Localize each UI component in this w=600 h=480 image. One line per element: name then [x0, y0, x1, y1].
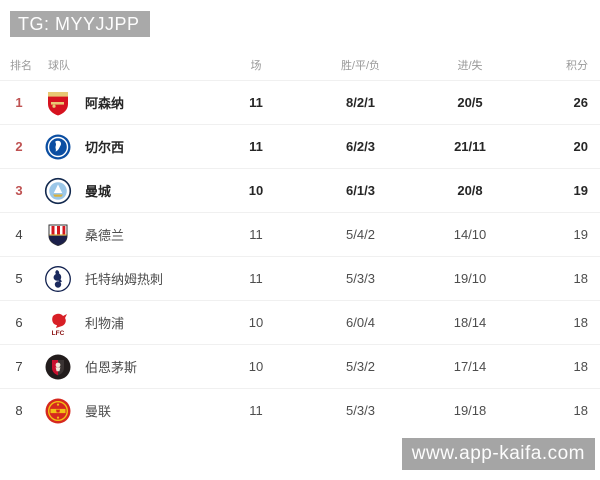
- header-points: 积分: [566, 60, 588, 72]
- table-row[interactable]: 2 切尔西 11 6/2/3 21/11 20: [0, 124, 600, 168]
- site-watermark-badge: www.app-kaifa.com: [401, 438, 595, 470]
- team-name: 曼联: [85, 404, 112, 419]
- header-rank: 排名: [10, 60, 32, 72]
- rank-value: 2: [15, 139, 23, 154]
- points-value: 18: [573, 403, 588, 418]
- man-city-crest: [44, 177, 72, 204]
- points-value: 18: [573, 271, 588, 286]
- points-value: 26: [573, 95, 588, 110]
- liverpool-crest: LFC: [52, 313, 67, 337]
- points-value: 20: [573, 139, 588, 154]
- played-value: 10: [248, 359, 264, 374]
- rank-value: 8: [15, 403, 23, 418]
- tottenham-crest: [45, 265, 71, 292]
- wdl-value: 6/2/3: [346, 139, 375, 154]
- played-value: 11: [249, 95, 263, 110]
- played-value: 11: [249, 227, 263, 242]
- header-win-draw-loss: 胜/平/负: [340, 60, 381, 72]
- team-name: 伯恩茅斯: [85, 360, 138, 375]
- table-row[interactable]: 6 LFC 利物浦 10 6/0/4 18/14 18: [0, 300, 600, 344]
- wdl-value: 5/3/3: [346, 271, 375, 286]
- wdl-value: 6/0/4: [346, 315, 375, 330]
- played-value: 11: [249, 271, 263, 286]
- chelsea-crest: [45, 134, 71, 159]
- table-row[interactable]: 3 曼城 10 6/1/3 20/8 19: [0, 168, 600, 212]
- team-name: 曼城: [85, 184, 112, 199]
- wdl-value: 8/2/1: [346, 95, 375, 110]
- rank-value: 6: [15, 315, 23, 330]
- goals-value: 17/14: [453, 359, 487, 374]
- table-row[interactable]: 4 桑德兰 11 5/4/2 14/10 19: [0, 212, 600, 256]
- rank-value: 4: [15, 227, 23, 242]
- rank-value: 1: [15, 95, 23, 110]
- team-name: 托特纳姆热刺: [85, 272, 164, 287]
- wdl-value: 5/4/2: [346, 227, 375, 242]
- svg-text:LFC: LFC: [52, 330, 65, 337]
- goals-value: 19/18: [453, 403, 487, 418]
- table-row[interactable]: 5 托特纳姆热刺 11 5/3/3 19/10 18: [0, 256, 600, 300]
- rank-value: 3: [15, 183, 23, 198]
- wdl-value: 5/3/2: [346, 359, 375, 374]
- points-value: 18: [573, 315, 588, 330]
- bournemouth-crest: [45, 354, 71, 379]
- header-goals-for-against: 进/失: [457, 60, 483, 72]
- team-name: 切尔西: [85, 140, 125, 155]
- goals-value: 21/11: [454, 139, 486, 154]
- table-row[interactable]: 1 阿森纳 11 8/2/1 20/5 26: [0, 80, 600, 124]
- league-table: 排名 球队 场 胜/平/负 进/失 积分 1 阿森纳 11 8/2/1 20/5: [0, 50, 600, 432]
- header-team: 球队: [48, 60, 70, 72]
- goals-value: 18/14: [453, 315, 487, 330]
- table-header-row: 排名 球队 场 胜/平/负 进/失 积分: [0, 50, 600, 80]
- team-name: 桑德兰: [85, 228, 125, 243]
- tg-watermark-badge: TG: MYYJJPP: [10, 11, 150, 37]
- man-utd-crest: [45, 398, 71, 423]
- goals-value: 14/10: [453, 227, 487, 242]
- arsenal-crest: [48, 91, 68, 115]
- played-value: 10: [248, 183, 264, 198]
- table-row[interactable]: 8 曼联 11 5/3/3 19/18 18: [0, 388, 600, 432]
- team-name: 利物浦: [85, 316, 125, 331]
- goals-value: 20/8: [457, 183, 483, 198]
- goals-value: 19/10: [453, 271, 487, 286]
- sunderland-crest: [48, 224, 68, 246]
- played-value: 10: [248, 315, 264, 330]
- points-value: 18: [573, 359, 588, 374]
- rank-value: 7: [15, 359, 23, 374]
- played-value: 11: [249, 139, 263, 154]
- wdl-value: 6/1/3: [346, 183, 375, 198]
- points-value: 19: [573, 227, 588, 242]
- header-played: 场: [250, 60, 262, 72]
- rank-value: 5: [15, 271, 23, 286]
- team-name: 阿森纳: [85, 96, 125, 111]
- played-value: 11: [249, 403, 263, 418]
- table-row[interactable]: 7 伯恩茅斯 10 5/3/2 17/14 18: [0, 344, 600, 388]
- wdl-value: 5/3/3: [346, 403, 375, 418]
- goals-value: 20/5: [457, 95, 483, 110]
- points-value: 19: [573, 183, 588, 198]
